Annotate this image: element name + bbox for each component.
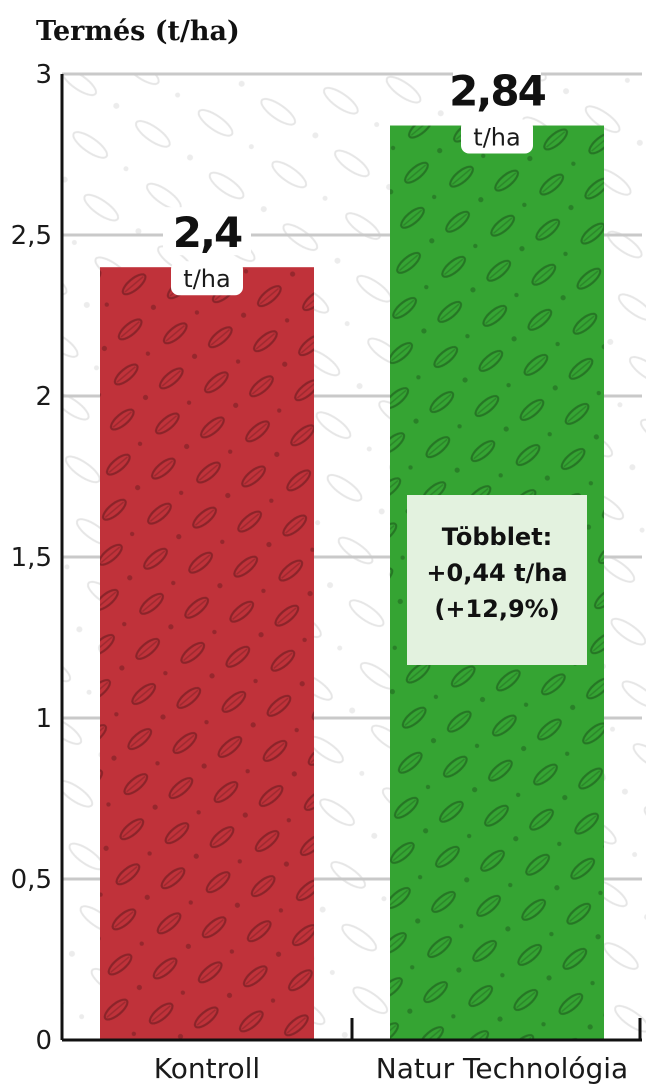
y-tick-label: 1 [35, 704, 52, 734]
y-tick-label: 2,5 [11, 221, 52, 251]
y-tick-label: 3 [35, 60, 52, 90]
x-category-label: Natur Technológia [376, 1052, 628, 1084]
annotation-line: Többlet: [442, 523, 553, 551]
annotation-line: +0,44 t/ha [426, 559, 567, 587]
data-unit-label: t/ha [183, 265, 230, 293]
chart-title: Termés (t/ha) [36, 16, 240, 47]
data-unit-label: t/ha [473, 124, 520, 152]
surplus-annotation: Többlet: +0,44 t/ha (+12,9%) [407, 495, 587, 665]
y-tick-label: 0 [35, 1026, 52, 1056]
data-value-label: 2,4 [173, 208, 242, 257]
value-label-background [163, 207, 251, 256]
value-label-background [453, 65, 541, 114]
y-tick-label: 2 [35, 382, 52, 412]
annotation-line: (+12,9%) [434, 595, 559, 623]
unit-label-background [461, 119, 533, 154]
y-axis-ticks: 0 0,5 1 1,5 2 2,5 3 [11, 60, 52, 1056]
y-tick-label: 0,5 [11, 865, 52, 895]
x-axis-labels: Kontroll Natur Technológia [154, 1052, 628, 1084]
value-labels: 2,4 t/ha 2,84 t/ha [163, 65, 548, 296]
y-tick-label: 1,5 [11, 543, 52, 573]
bar-texture [100, 267, 314, 1040]
data-value-label: 2,84 [449, 67, 545, 116]
annotation-box [407, 495, 587, 665]
x-category-label: Kontroll [154, 1052, 260, 1084]
unit-label-background [171, 261, 243, 296]
axes [60, 74, 642, 1042]
